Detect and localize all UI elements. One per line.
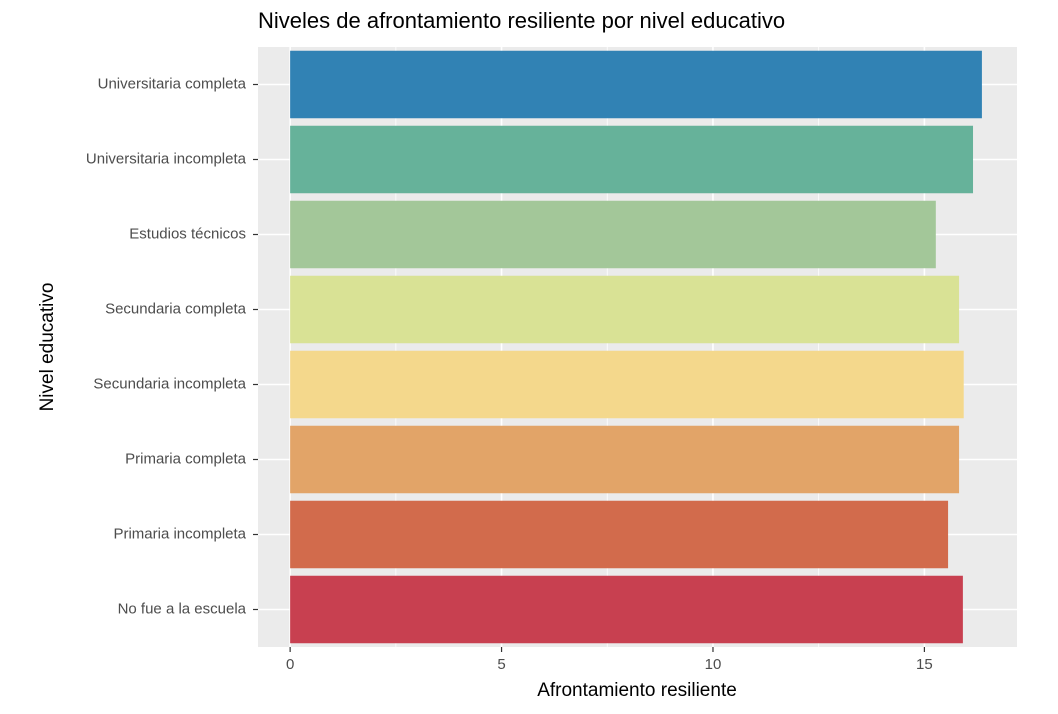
chart-title: Niveles de afrontamiento resiliente por … (258, 8, 785, 33)
x-tick-label: 5 (497, 656, 505, 673)
bar (290, 200, 936, 269)
y-tick-label: Primaria completa (125, 450, 247, 467)
bar (290, 125, 974, 194)
bar (290, 500, 949, 569)
bar (290, 50, 982, 119)
x-axis-title: Afrontamiento resiliente (537, 680, 737, 701)
x-tick-label: 10 (705, 656, 722, 673)
bar (290, 425, 960, 494)
y-tick-label: Universitaria incompleta (86, 150, 247, 167)
y-tick-label: Secundaria completa (105, 300, 247, 317)
x-tick-label: 0 (286, 656, 294, 673)
x-tick-label: 15 (916, 656, 933, 673)
y-axis-title: Nivel educativo (37, 283, 58, 412)
y-tick-label: Secundaria incompleta (93, 375, 246, 392)
y-tick-label: Universitaria completa (98, 75, 247, 92)
y-tick-label: Estudios técnicos (129, 225, 246, 242)
bar (290, 350, 964, 419)
bar (290, 275, 960, 344)
y-tick-label: Primaria incompleta (113, 525, 246, 542)
bar (290, 575, 963, 644)
y-tick-label: No fue a la escuela (118, 600, 247, 617)
